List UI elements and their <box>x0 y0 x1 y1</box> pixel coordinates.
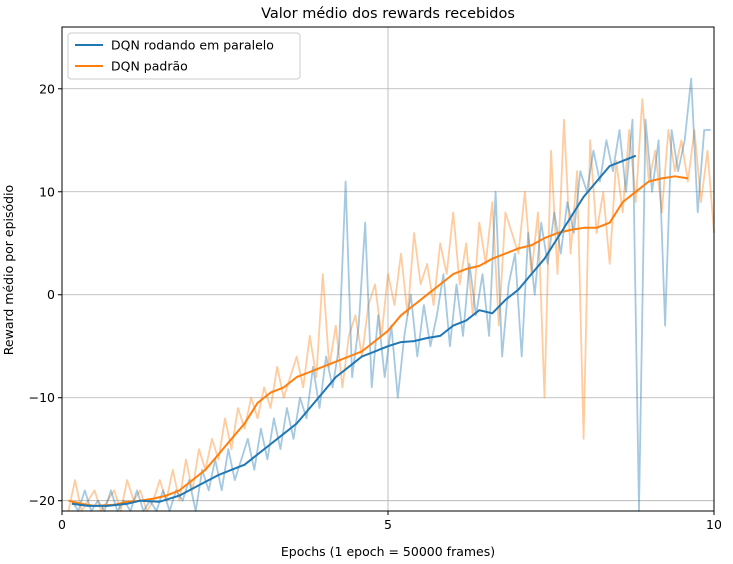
y-tick-label: 10 <box>39 184 55 199</box>
raw-line-series-1 <box>67 98 715 512</box>
y-tick-label: 0 <box>47 287 55 302</box>
legend-label-standard: DQN padrão <box>111 59 188 74</box>
x-tick-label: 10 <box>706 517 722 532</box>
y-tick-label: −10 <box>29 390 55 405</box>
y-tick-label: −20 <box>29 493 55 508</box>
x-axis-ticks: 0 5 10 <box>58 511 722 532</box>
smoothed-line-series-0 <box>71 154 637 507</box>
smoothed-line-series-1 <box>68 175 689 507</box>
smoothed-series-lines <box>68 154 689 507</box>
legend-box <box>67 32 301 80</box>
legend: DQN rodando em paralelo DQN padrão <box>67 32 301 80</box>
y-axis-ticks: −20 −10 0 10 20 <box>29 81 62 508</box>
y-tick-label: 20 <box>39 81 55 96</box>
x-tick-label: 0 <box>58 517 66 532</box>
x-axis-label: Epochs (1 epoch = 50000 frames) <box>281 544 495 559</box>
chart-title: Valor médio dos rewards recebidos <box>261 6 515 22</box>
y-axis-label: Reward médio por episódio <box>1 185 16 355</box>
legend-label-parallel: DQN rodando em paralelo <box>111 38 274 53</box>
x-tick-label: 5 <box>384 517 392 532</box>
